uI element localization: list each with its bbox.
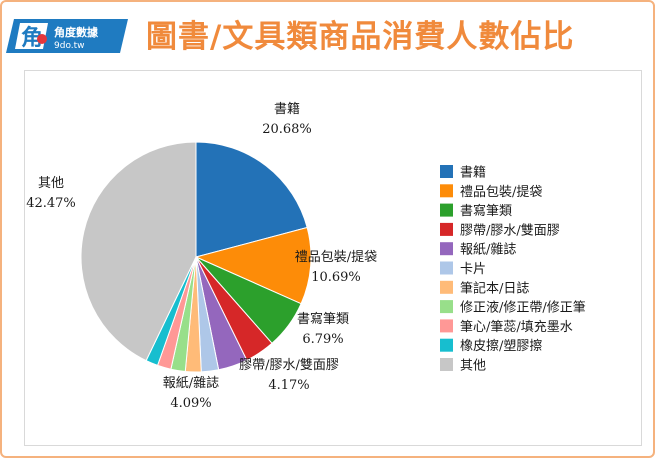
data-label-value-5: 4.09% [170,396,211,411]
logo-mark-glyph: 角 [21,25,43,51]
data-label-value-6: 42.47% [26,196,76,211]
pie-slice-2 [194,226,312,305]
legend-label-4: 膠帶/膠水/雙面膠 [460,223,560,238]
data-label-value-4: 4.17% [268,378,309,393]
legend-label-10: 橡皮擦/塑膠擦 [460,339,542,354]
legend-swatch-6 [440,261,453,275]
legend-label-7: 筆記本/日誌 [460,280,529,296]
page-title: 圖書/文具類商品消費人數佔比 [146,19,575,55]
legend-label-8: 修正液/修正帶/修正筆 [460,301,586,316]
legend-swatch-8 [440,300,453,314]
legend-swatch-10 [440,338,453,352]
data-label-name-1: 書籍 [274,101,300,117]
data-label-name-4: 膠帶/膠水/雙面膠 [239,358,339,373]
legend-label-5: 報紙/雜誌 [460,242,516,258]
chart-area: 書籍 20.68% 禮品包裝/提袋 10.69% 書寫筆類 6.79% 膠帶/膠水/雙面膠 4… [24,70,642,446]
logo-red-dot [37,34,47,44]
legend-swatch-3 [440,203,453,217]
logo-cn-text: 角度數據 [54,25,99,39]
legend-label-11: 其他 [460,359,486,374]
brand-logo: 角 角度數據 9do.tw [6,19,128,53]
legend-swatch-5 [440,242,453,256]
pie-slice-1 [195,141,308,258]
legend-label-3: 書寫筆類 [460,203,512,219]
legend-swatch-9 [440,319,453,333]
data-label-name-5: 報紙/雜誌 [163,375,219,391]
data-label-value-1: 20.68% [262,122,312,137]
legend-swatch-1 [440,165,453,178]
data-label-value-2: 10.69% [311,270,361,285]
data-labels: 書籍 20.68% 禮品包裝/提袋 10.69% 書寫筆類 6.79% 膠帶/膠水/雙面膠 4… [26,101,377,411]
legend-label-9: 筆心/筆蕊/填充墨水 [460,319,573,335]
data-label-name-3: 書寫筆類 [297,311,349,327]
chart-legend: 書籍禮品包裝/提袋書寫筆類膠帶/膠水/雙面膠報紙/雜誌卡片筆記本/日誌修正液/修… [440,165,586,374]
data-label-name-2: 禮品包裝/提袋 [295,249,377,265]
pie-slices [80,141,312,373]
logo-url-text: 9do.tw [54,41,85,51]
pie-slice-11 [80,141,197,362]
legend-label-1: 書籍 [460,165,486,181]
legend-swatch-2 [440,184,453,198]
legend-label-6: 卡片 [460,262,486,277]
legend-swatch-4 [440,222,453,236]
legend-swatch-11 [440,358,453,371]
data-label-name-6: 其他 [38,176,64,191]
legend-label-2: 禮品包裝/提袋 [460,184,542,200]
data-label-value-3: 6.79% [302,332,343,347]
pie-chart: 書籍 20.68% 禮品包裝/提袋 10.69% 書寫筆類 6.79% 膠帶/膠水/雙面膠 4… [26,101,586,411]
legend-swatch-7 [440,280,453,294]
